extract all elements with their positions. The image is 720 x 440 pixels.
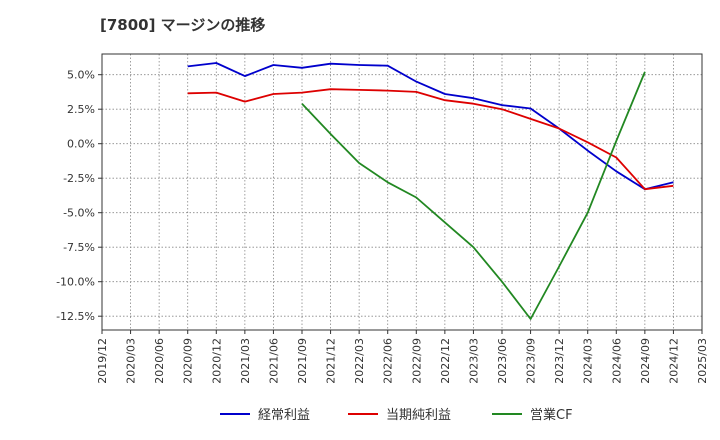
y-axis: 5.0% 2.5% 0.0% -2.5% -5.0% -7.5% -10.0% -12.5% bbox=[56, 69, 102, 323]
x-tick-label: 2023/06 bbox=[496, 338, 509, 384]
x-tick-label: 2022/06 bbox=[382, 338, 395, 384]
x-tick-label: 2020/06 bbox=[153, 338, 166, 384]
x-axis: 2019/12 2020/03 2020/06 2020/09 2020/12 2021/… bbox=[96, 330, 709, 384]
x-tick-label: 2021/12 bbox=[325, 338, 338, 384]
y-tick-label: 5.0% bbox=[67, 69, 95, 82]
x-tick-label: 2019/12 bbox=[96, 338, 109, 384]
y-tick-label: -2.5% bbox=[63, 172, 95, 185]
series-line-1 bbox=[187, 62, 674, 191]
y-tick-label: -12.5% bbox=[56, 310, 95, 323]
x-tick-label: 2024/12 bbox=[667, 338, 680, 384]
y-tick-label: -7.5% bbox=[63, 241, 95, 254]
series-layer bbox=[187, 62, 674, 320]
x-tick-label: 2020/12 bbox=[210, 338, 223, 384]
x-tick-label: 2023/12 bbox=[553, 338, 566, 384]
legend-label-2: 当期純利益 bbox=[386, 408, 451, 423]
y-tick-label: -10.0% bbox=[56, 276, 95, 289]
grid-layer bbox=[101, 54, 703, 330]
y-tick-label: 2.5% bbox=[67, 103, 95, 116]
legend: 経常利益 当期純利益 営業CF bbox=[220, 407, 573, 423]
x-tick-label: 2022/09 bbox=[410, 338, 423, 384]
chart-title: [7800] マージンの推移 bbox=[100, 16, 266, 34]
y-tick-label: -5.0% bbox=[63, 207, 95, 220]
x-tick-label: 2022/03 bbox=[353, 338, 366, 384]
plot-border bbox=[101, 53, 703, 331]
x-tick-label: 2020/03 bbox=[125, 338, 138, 384]
y-tick-label: 0.0% bbox=[67, 138, 95, 151]
x-tick-label: 2021/09 bbox=[296, 338, 309, 384]
plot-frame bbox=[101, 53, 703, 331]
series-line-2 bbox=[187, 88, 674, 191]
x-tick-label: 2022/12 bbox=[439, 338, 452, 384]
x-tick-label: 2020/09 bbox=[182, 338, 195, 384]
x-tick-label: 2024/06 bbox=[610, 338, 623, 384]
x-tick-label: 2021/06 bbox=[267, 338, 280, 384]
x-tick-label: 2021/03 bbox=[239, 338, 252, 384]
x-tick-label: 2023/09 bbox=[525, 338, 538, 384]
x-tick-label: 2025/03 bbox=[696, 338, 709, 384]
series-line-3 bbox=[301, 71, 646, 320]
legend-label-1: 経常利益 bbox=[258, 408, 310, 423]
x-tick-label: 2024/09 bbox=[639, 338, 652, 384]
x-tick-label: 2024/03 bbox=[582, 338, 595, 384]
legend-label-3: 営業CF bbox=[530, 407, 573, 423]
x-tick-label: 2023/03 bbox=[467, 338, 480, 384]
